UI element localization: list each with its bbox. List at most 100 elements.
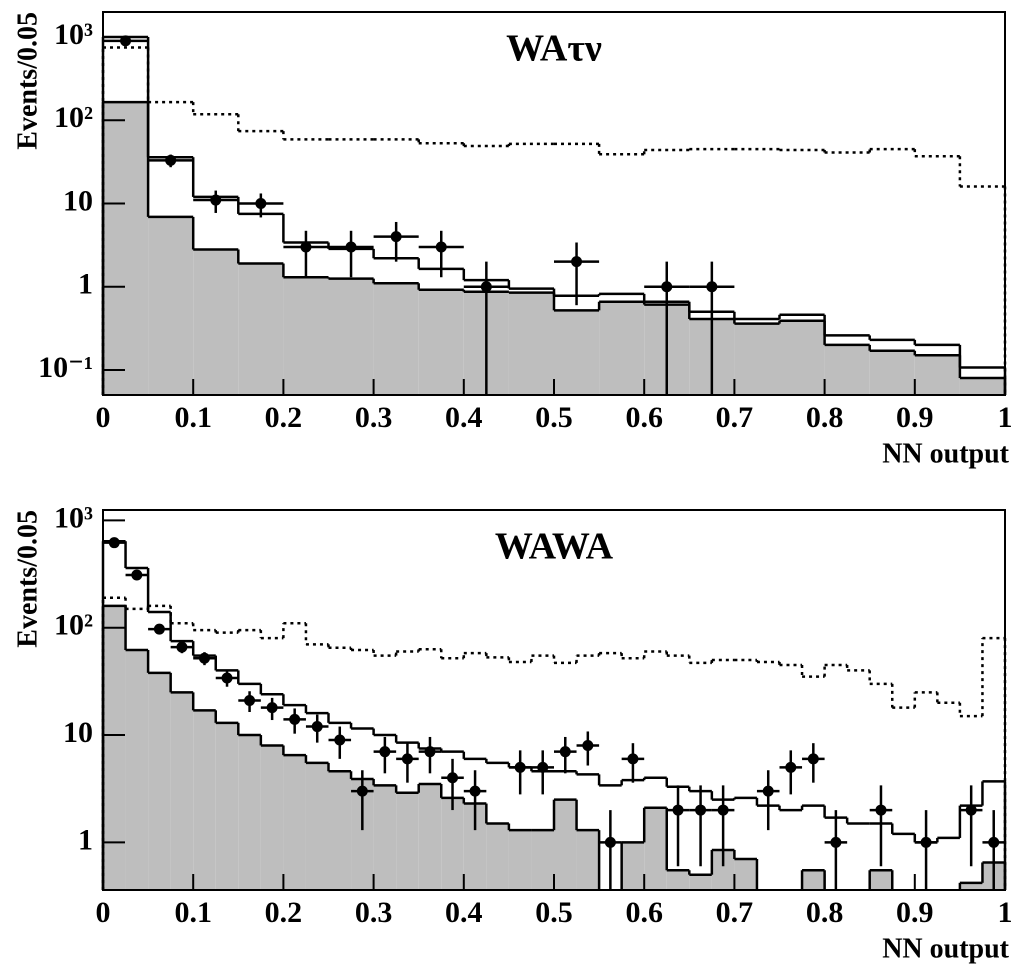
- histogram-bar: [396, 792, 419, 890]
- data-point: [210, 194, 222, 206]
- histogram-bar: [711, 849, 735, 890]
- histogram-bar: [576, 830, 600, 890]
- data-point: [706, 281, 718, 293]
- histogram-bar: [283, 277, 329, 395]
- data-point: [401, 753, 413, 765]
- data-point: [153, 623, 165, 635]
- data-point: [785, 761, 797, 773]
- histogram-bar: [463, 803, 487, 890]
- data-point: [480, 281, 492, 293]
- histogram-bar: [486, 823, 509, 890]
- data-point: [559, 746, 571, 758]
- data-point: [131, 569, 143, 581]
- data-point: [672, 804, 684, 816]
- data-point: [334, 734, 346, 746]
- x-tick-label: 0.4: [445, 401, 483, 434]
- data-point: [345, 241, 357, 253]
- data-point: [356, 785, 368, 797]
- x-tick-label: 0.1: [174, 896, 212, 929]
- data-point: [514, 761, 526, 773]
- data-point: [582, 739, 594, 751]
- histogram-bar: [125, 650, 149, 890]
- data-point: [830, 836, 842, 848]
- y-tick-label: 10²: [54, 101, 93, 134]
- histogram-bar: [441, 797, 464, 890]
- data-point: [390, 231, 402, 243]
- chart-title: WAWA: [495, 526, 614, 568]
- histogram-bar: [328, 278, 374, 395]
- data-point: [198, 652, 210, 664]
- histogram-bar: [554, 799, 577, 890]
- data-point: [920, 836, 932, 848]
- histogram-bar: [418, 289, 464, 395]
- data-point: [379, 746, 391, 758]
- data-point: [875, 804, 887, 816]
- x-tick-label: 0.5: [535, 401, 573, 434]
- data-point: [604, 836, 616, 848]
- x-tick-label: 0.4: [445, 896, 483, 929]
- data-point: [120, 35, 132, 47]
- data-point: [447, 772, 459, 784]
- x-tick-label: 0.6: [625, 401, 663, 434]
- histogram-bar: [824, 344, 870, 395]
- histogram-bar: [103, 605, 126, 890]
- x-axis-label: NN output: [882, 933, 1009, 964]
- chart-title: WAτν: [506, 28, 602, 70]
- data-point: [244, 694, 256, 706]
- x-tick-label: 0.3: [355, 896, 393, 929]
- histogram-bar: [599, 301, 645, 395]
- x-tick-label: 1: [998, 896, 1013, 929]
- data-point: [695, 804, 707, 816]
- data-point: [661, 281, 673, 293]
- y-axis-label: Events/0.05: [12, 12, 43, 150]
- y-tick-label: 10³: [54, 501, 93, 534]
- y-tick-label: 1: [78, 268, 93, 301]
- histogram-bar: [554, 310, 600, 395]
- histogram-bar: [103, 102, 149, 395]
- data-point: [311, 721, 323, 733]
- data-point: [965, 804, 977, 816]
- histogram-bar: [193, 710, 216, 890]
- histogram-bar: [779, 320, 825, 395]
- histogram-bar: [531, 830, 554, 890]
- data-point: [221, 672, 233, 684]
- x-tick-label: 0.8: [806, 401, 844, 434]
- histogram-bar: [689, 874, 712, 890]
- histogram-bar: [644, 807, 667, 890]
- x-tick-label: 0: [96, 401, 111, 434]
- x-tick-label: 0.3: [355, 401, 393, 434]
- histogram-bar: [305, 762, 329, 890]
- histogram-bar: [328, 771, 352, 890]
- data-point: [627, 753, 639, 765]
- data-point: [717, 804, 729, 816]
- x-tick-label: 0.9: [896, 401, 934, 434]
- histogram-bar: [238, 735, 261, 890]
- data-point: [176, 641, 188, 653]
- data-point: [762, 785, 774, 797]
- y-tick-label: 10²: [54, 609, 93, 642]
- y-tick-label: 10⁻¹: [38, 351, 93, 384]
- histogram-bar: [959, 378, 1005, 395]
- data-point: [469, 785, 481, 797]
- histogram-bar: [666, 870, 690, 890]
- x-tick-label: 0.2: [265, 896, 303, 929]
- histogram-bar: [621, 842, 645, 890]
- x-tick-label: 0.5: [535, 896, 573, 929]
- y-tick-label: 10: [63, 716, 93, 749]
- histogram-bar: [959, 882, 983, 890]
- data-point: [165, 154, 177, 166]
- x-tick-label: 0.8: [806, 896, 844, 929]
- data-point: [108, 537, 120, 549]
- histogram-bar: [148, 216, 194, 395]
- x-tick-label: 0.7: [716, 896, 754, 929]
- histogram-bar: [914, 355, 960, 395]
- histogram-bar: [373, 785, 397, 890]
- data-point: [424, 746, 436, 758]
- histogram-bar: [869, 870, 893, 890]
- data-point: [988, 836, 1000, 848]
- histogram-bar: [238, 263, 284, 395]
- histogram-bar: [418, 783, 442, 890]
- y-tick-label: 1: [78, 823, 93, 856]
- data-point: [435, 241, 447, 253]
